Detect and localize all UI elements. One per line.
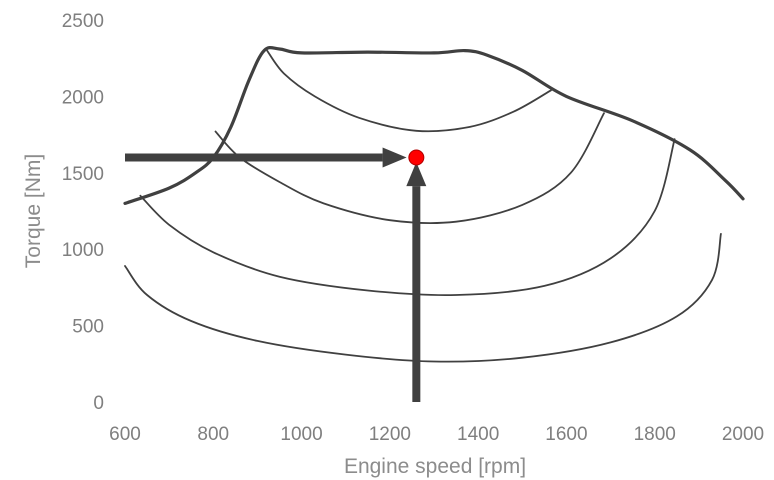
y-tick-label: 2500 [62,11,104,32]
y-tick-label: 0 [93,393,104,414]
x-axis-tick-labels: 600 800 1000 1200 1400 1600 1800 2000 [109,424,764,445]
x-tick-label: 1600 [545,424,587,445]
point-layer [408,149,425,166]
efficiency-contour-2-line [214,112,605,224]
x-axis-title: Engine speed [rpm] [344,455,526,478]
x-tick-label: 600 [109,424,141,445]
x-tick-label: 1000 [280,424,322,445]
y-tick-label: 500 [72,317,104,338]
x-tick-label: 800 [197,424,229,445]
y-axis-tick-labels: 0 500 1000 1500 2000 2500 [62,11,104,414]
horizontal-arrow-head [382,147,407,168]
efficiency-contour-3-line [139,138,676,297]
series-layer [123,46,745,363]
y-axis-title: Torque [Nm] [22,154,45,268]
y-tick-label: 1500 [62,164,104,185]
y-tick-label: 2000 [62,87,104,108]
y-tick-label: 1000 [62,240,104,261]
efficiency-contour-1-line [266,49,552,133]
x-tick-label: 1800 [634,424,676,445]
vertical-arrow-head [406,162,427,187]
arrow-layer [125,147,427,402]
operating-point-marker [408,149,425,166]
x-tick-label: 1400 [457,424,499,445]
full-load-curve-line [123,46,745,205]
efficiency-contour-4-line [124,233,722,363]
x-tick-label: 1200 [369,424,411,445]
x-tick-label: 2000 [722,424,764,445]
